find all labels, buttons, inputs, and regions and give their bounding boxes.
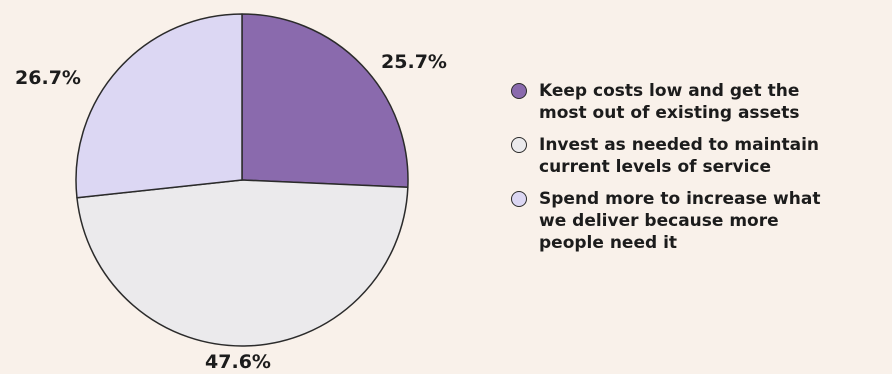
slice-value-label: 25.7% bbox=[381, 51, 447, 73]
legend-swatch-spend-more bbox=[511, 191, 527, 207]
pie-slice bbox=[241, 13, 409, 189]
legend-label: Invest as needed to maintain current lev… bbox=[539, 135, 820, 177]
legend-item: Spend more to increase what we deliver b… bbox=[511, 188, 886, 254]
legend-label: Keep costs low and get the most out of e… bbox=[539, 81, 800, 123]
slice-value-label: 47.6% bbox=[205, 351, 271, 373]
pie-chart: 25.7% 47.6% 26.7% bbox=[15, 13, 447, 373]
pie-slice bbox=[76, 179, 409, 347]
legend: Keep costs low and get the most out of e… bbox=[511, 80, 886, 264]
legend-swatch-keep-costs-low bbox=[511, 83, 527, 99]
pie-slice bbox=[75, 13, 243, 199]
legend-item: Keep costs low and get the most out of e… bbox=[511, 80, 886, 124]
legend-item: Invest as needed to maintain current lev… bbox=[511, 134, 886, 178]
slice-value-label: 26.7% bbox=[15, 67, 81, 89]
legend-label: Spend more to increase what we deliver b… bbox=[539, 189, 821, 253]
legend-swatch-invest-as-needed bbox=[511, 137, 527, 153]
